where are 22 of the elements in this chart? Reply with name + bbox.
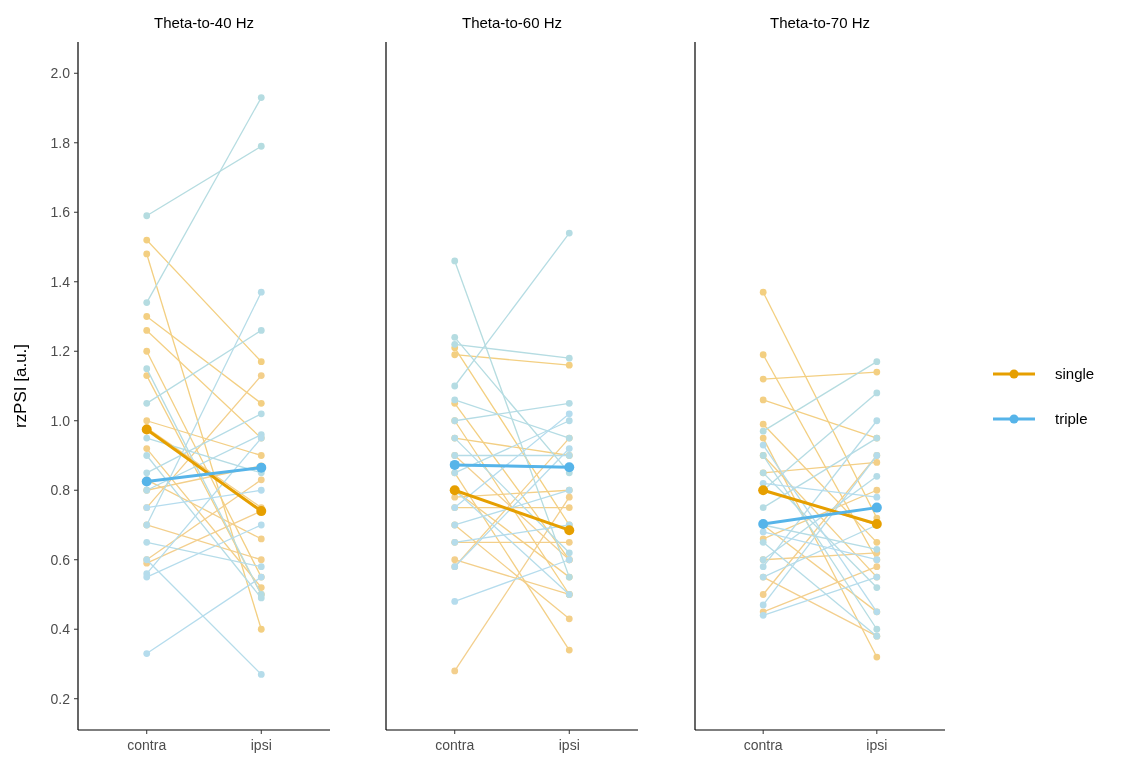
x-tick-label: ipsi bbox=[866, 737, 888, 753]
y-tick-label: 0.8 bbox=[50, 482, 71, 499]
x-tick-label: ipsi bbox=[558, 737, 580, 753]
x-tick-label: ipsi bbox=[250, 737, 272, 753]
y-tick-label: 0.4 bbox=[50, 621, 71, 638]
x-tick-label: contra bbox=[743, 737, 783, 753]
y-tick-label: 1.0 bbox=[50, 412, 71, 429]
legend-label: triple bbox=[1055, 410, 1088, 428]
y-tick-label: 2.0 bbox=[50, 65, 71, 82]
y-tick-label: 1.4 bbox=[50, 273, 71, 290]
chart-title: Theta-to-70 Hz bbox=[769, 14, 871, 31]
y-axis-title: rzPSI [a.u.] bbox=[11, 343, 30, 429]
y-tick-label: 0.6 bbox=[50, 551, 71, 568]
y-tick-label: 1.6 bbox=[50, 204, 71, 221]
y-tick-label: 0.2 bbox=[50, 690, 71, 707]
chart-title: Theta-to-40 Hz bbox=[153, 14, 255, 31]
x-tick-label: contra bbox=[435, 737, 475, 753]
y-tick-label: 1.8 bbox=[50, 134, 71, 151]
chart-title: Theta-to-60 Hz bbox=[461, 14, 563, 31]
y-tick-label: 1.2 bbox=[50, 343, 71, 360]
x-tick-label: contra bbox=[127, 737, 167, 753]
legend-label: single bbox=[1055, 365, 1095, 383]
